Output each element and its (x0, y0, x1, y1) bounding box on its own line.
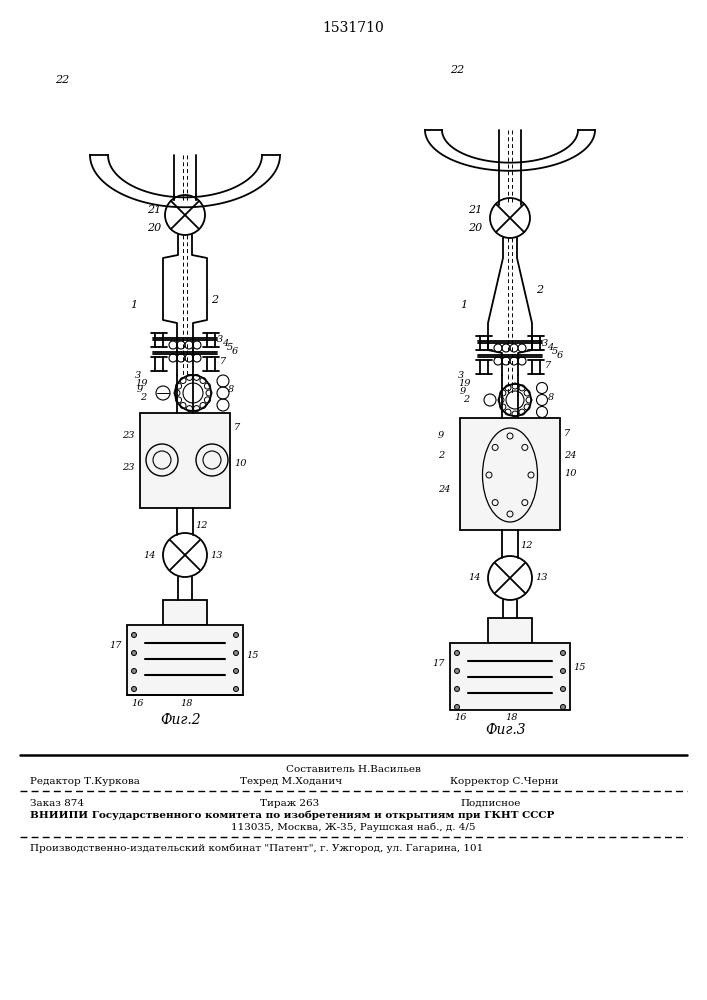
Text: 16: 16 (131, 698, 144, 708)
Text: 2: 2 (438, 452, 444, 460)
Text: 7: 7 (220, 358, 226, 366)
Text: 20: 20 (468, 223, 482, 233)
Text: 22: 22 (450, 65, 464, 75)
Text: 1: 1 (130, 300, 137, 310)
Text: Заказ 874: Заказ 874 (30, 798, 84, 808)
Text: 17: 17 (432, 658, 445, 668)
Text: 9: 9 (460, 386, 466, 395)
Text: 15: 15 (246, 650, 259, 660)
Text: 7: 7 (234, 424, 240, 432)
Text: 24: 24 (438, 486, 450, 494)
Circle shape (490, 198, 530, 238)
Text: 19: 19 (458, 378, 470, 387)
Circle shape (455, 704, 460, 710)
Circle shape (163, 533, 207, 577)
Circle shape (455, 686, 460, 692)
Text: 7: 7 (545, 361, 551, 370)
Text: 5: 5 (227, 344, 233, 353)
Text: Подписное: Подписное (460, 798, 520, 808)
Bar (127, 625, 243, 695)
Bar (450, 643, 570, 710)
Text: 21: 21 (468, 205, 482, 215)
Text: 7: 7 (564, 428, 571, 438)
Text: 2: 2 (463, 394, 469, 403)
Text: Техред М.Ходанич: Техред М.Ходанич (240, 776, 342, 786)
Text: 12: 12 (195, 520, 207, 530)
Circle shape (132, 668, 136, 674)
Text: 14: 14 (143, 550, 156, 560)
Text: 23: 23 (122, 430, 134, 440)
Text: Корректор С.Черни: Корректор С.Черни (450, 776, 559, 786)
Text: 4: 4 (547, 344, 554, 353)
Bar (163, 600, 207, 625)
Circle shape (455, 650, 460, 656)
Circle shape (233, 633, 238, 638)
Circle shape (132, 633, 136, 638)
Text: 20: 20 (147, 223, 161, 233)
Text: 10: 10 (564, 468, 576, 478)
Text: Редактор Т.Куркова: Редактор Т.Куркова (30, 776, 140, 786)
Circle shape (132, 650, 136, 656)
Circle shape (233, 650, 238, 656)
Text: 15: 15 (573, 664, 585, 672)
Text: 12: 12 (520, 540, 532, 550)
Text: 8: 8 (548, 392, 554, 401)
Text: Составитель Н.Васильев: Составитель Н.Васильев (286, 764, 421, 774)
Text: 3: 3 (542, 338, 548, 348)
Text: 19: 19 (135, 378, 148, 387)
Text: 1: 1 (460, 300, 467, 310)
Text: 3: 3 (135, 370, 141, 379)
Text: 18: 18 (180, 698, 192, 708)
Text: 16: 16 (454, 714, 467, 722)
Bar (460, 418, 560, 530)
Circle shape (561, 704, 566, 710)
Text: 2: 2 (536, 285, 543, 295)
Bar (140, 413, 230, 508)
Text: Производственно-издательский комбинат "Патент", г. Ужгород, ул. Гагарина, 101: Производственно-издательский комбинат "П… (30, 843, 484, 853)
Text: 8: 8 (228, 385, 234, 394)
Bar (488, 618, 532, 643)
Text: 21: 21 (147, 205, 161, 215)
Text: 3: 3 (217, 336, 223, 344)
Circle shape (561, 686, 566, 692)
Text: 24: 24 (564, 452, 576, 460)
Circle shape (561, 668, 566, 674)
Text: 113035, Москва, Ж-35, Раушская наб., д. 4/5: 113035, Москва, Ж-35, Раушская наб., д. … (230, 822, 475, 832)
Circle shape (233, 686, 238, 692)
Text: Тираж 263: Тираж 263 (260, 798, 320, 808)
Text: 13: 13 (210, 550, 223, 560)
Circle shape (455, 668, 460, 674)
Text: 9: 9 (438, 432, 444, 440)
Text: 18: 18 (505, 714, 518, 722)
Circle shape (165, 195, 205, 235)
Text: 17: 17 (109, 641, 122, 650)
Text: 9: 9 (137, 385, 144, 394)
Text: ВНИИПИ Государственного комитета по изобретениям и открытиям при ГКНТ СССР: ВНИИПИ Государственного комитета по изоб… (30, 810, 554, 820)
Text: 6: 6 (557, 352, 563, 360)
Text: Фиг.3: Фиг.3 (485, 723, 525, 737)
Circle shape (488, 556, 532, 600)
Circle shape (233, 668, 238, 674)
Text: 1531710: 1531710 (322, 21, 384, 35)
Text: 2: 2 (211, 295, 218, 305)
Circle shape (561, 650, 566, 656)
Text: Фиг.2: Фиг.2 (160, 713, 201, 727)
Text: 5: 5 (552, 348, 559, 357)
Text: 2: 2 (140, 393, 146, 402)
Text: 3: 3 (458, 370, 464, 379)
Text: 23: 23 (122, 464, 134, 473)
Text: 4: 4 (222, 340, 228, 349)
Circle shape (132, 686, 136, 692)
Text: 14: 14 (468, 574, 481, 582)
Text: 10: 10 (234, 458, 247, 468)
Text: 22: 22 (55, 75, 69, 85)
Text: 13: 13 (535, 574, 547, 582)
Text: 6: 6 (232, 348, 238, 357)
